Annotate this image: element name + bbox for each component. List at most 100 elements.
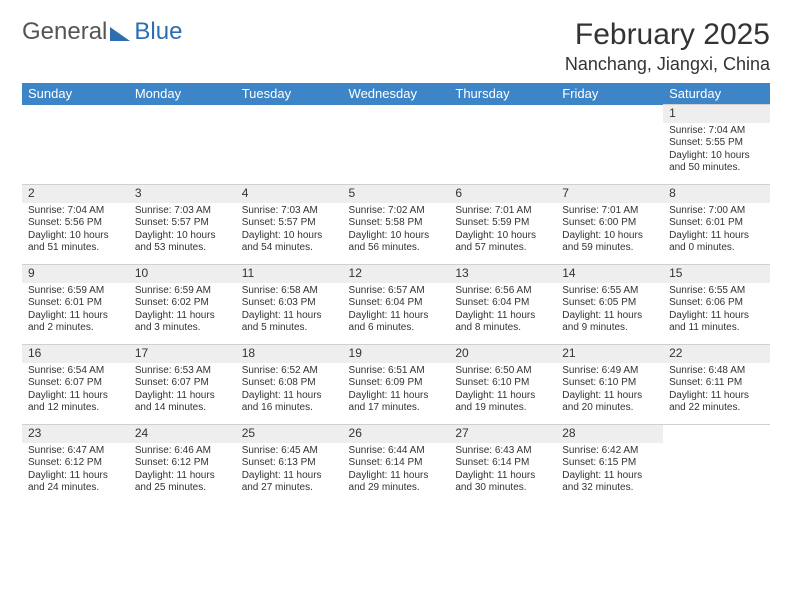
sunrise-text: Sunrise: 6:58 AM [242,285,337,298]
sunset-text: Sunset: 6:05 PM [562,297,657,310]
daylight-text: Daylight: 11 hours and 16 minutes. [242,390,337,415]
daylight-text: Daylight: 11 hours and 30 minutes. [455,470,550,495]
sunset-text: Sunset: 6:08 PM [242,377,337,390]
sunset-text: Sunset: 6:07 PM [135,377,230,390]
sunrise-text: Sunrise: 6:59 AM [28,285,123,298]
sunset-text: Sunset: 6:15 PM [562,457,657,470]
sunrise-text: Sunrise: 7:02 AM [349,205,444,218]
sunset-text: Sunset: 6:03 PM [242,297,337,310]
day-content-cell: Sunrise: 6:51 AMSunset: 6:09 PMDaylight:… [343,363,450,425]
day-number-cell [129,105,236,123]
daylight-text: Daylight: 11 hours and 27 minutes. [242,470,337,495]
daylight-text: Daylight: 11 hours and 14 minutes. [135,390,230,415]
sunrise-text: Sunrise: 6:55 AM [669,285,764,298]
title-month: February 2025 [565,18,770,52]
sunrise-text: Sunrise: 6:51 AM [349,365,444,378]
day-number-cell [663,425,770,443]
day-number-cell: 13 [449,265,556,283]
day-number-cell: 19 [343,345,450,363]
day-number-cell: 24 [129,425,236,443]
daynum-row: 9101112131415 [22,265,770,283]
sunset-text: Sunset: 6:10 PM [562,377,657,390]
logo-text-1: General [22,18,107,46]
weekday-header: Tuesday [236,83,343,105]
day-number-cell: 9 [22,265,129,283]
weekday-header: Friday [556,83,663,105]
sunrise-text: Sunrise: 7:01 AM [455,205,550,218]
daynum-row: 16171819202122 [22,345,770,363]
day-number-cell [556,105,663,123]
day-content-cell: Sunrise: 6:44 AMSunset: 6:14 PMDaylight:… [343,443,450,505]
calendar-table: Sunday Monday Tuesday Wednesday Thursday… [22,83,770,505]
daylight-text: Daylight: 10 hours and 53 minutes. [135,230,230,255]
weekday-header: Saturday [663,83,770,105]
logo-text-2: Blue [134,18,182,46]
content-row: Sunrise: 6:47 AMSunset: 6:12 PMDaylight:… [22,443,770,505]
day-number-cell: 1 [663,105,770,123]
sunset-text: Sunset: 5:56 PM [28,217,123,230]
sunset-text: Sunset: 6:14 PM [455,457,550,470]
day-content-cell: Sunrise: 6:57 AMSunset: 6:04 PMDaylight:… [343,283,450,345]
day-content-cell [449,123,556,185]
sunrise-text: Sunrise: 6:53 AM [135,365,230,378]
day-content-cell [236,123,343,185]
calendar-body: 1Sunrise: 7:04 AMSunset: 5:55 PMDaylight… [22,105,770,505]
calendar-page: General Blue February 2025 Nanchang, Jia… [0,0,792,515]
sunrise-text: Sunrise: 6:56 AM [455,285,550,298]
day-content-cell: Sunrise: 7:02 AMSunset: 5:58 PMDaylight:… [343,203,450,265]
sunset-text: Sunset: 6:12 PM [28,457,123,470]
weekday-header: Monday [129,83,236,105]
day-content-cell: Sunrise: 7:00 AMSunset: 6:01 PMDaylight:… [663,203,770,265]
daynum-row: 2345678 [22,185,770,203]
daylight-text: Daylight: 11 hours and 11 minutes. [669,310,764,335]
daylight-text: Daylight: 11 hours and 22 minutes. [669,390,764,415]
sunset-text: Sunset: 6:14 PM [349,457,444,470]
day-content-cell: Sunrise: 6:56 AMSunset: 6:04 PMDaylight:… [449,283,556,345]
day-content-cell [129,123,236,185]
sunrise-text: Sunrise: 7:04 AM [28,205,123,218]
day-number-cell: 14 [556,265,663,283]
daylight-text: Daylight: 11 hours and 24 minutes. [28,470,123,495]
day-number-cell: 8 [663,185,770,203]
daylight-text: Daylight: 10 hours and 59 minutes. [562,230,657,255]
daylight-text: Daylight: 11 hours and 6 minutes. [349,310,444,335]
sunrise-text: Sunrise: 7:00 AM [669,205,764,218]
day-content-cell: Sunrise: 6:59 AMSunset: 6:01 PMDaylight:… [22,283,129,345]
daynum-row: 232425262728 [22,425,770,443]
day-number-cell [449,105,556,123]
sunset-text: Sunset: 6:13 PM [242,457,337,470]
sunrise-text: Sunrise: 6:59 AM [135,285,230,298]
day-content-cell: Sunrise: 6:42 AMSunset: 6:15 PMDaylight:… [556,443,663,505]
sunrise-text: Sunrise: 6:45 AM [242,445,337,458]
day-number-cell: 17 [129,345,236,363]
daylight-text: Daylight: 11 hours and 20 minutes. [562,390,657,415]
weekday-header: Thursday [449,83,556,105]
sunrise-text: Sunrise: 7:03 AM [135,205,230,218]
sunset-text: Sunset: 6:06 PM [669,297,764,310]
sunrise-text: Sunrise: 7:01 AM [562,205,657,218]
sunset-text: Sunset: 6:01 PM [669,217,764,230]
day-number-cell: 3 [129,185,236,203]
day-number-cell: 18 [236,345,343,363]
day-content-cell: Sunrise: 6:55 AMSunset: 6:05 PMDaylight:… [556,283,663,345]
weekday-header-row: Sunday Monday Tuesday Wednesday Thursday… [22,83,770,105]
day-content-cell: Sunrise: 7:04 AMSunset: 5:56 PMDaylight:… [22,203,129,265]
sunset-text: Sunset: 6:04 PM [349,297,444,310]
header: General Blue February 2025 Nanchang, Jia… [22,18,770,75]
day-content-cell: Sunrise: 7:03 AMSunset: 5:57 PMDaylight:… [236,203,343,265]
day-content-cell: Sunrise: 6:58 AMSunset: 6:03 PMDaylight:… [236,283,343,345]
sunrise-text: Sunrise: 6:44 AM [349,445,444,458]
sunrise-text: Sunrise: 6:42 AM [562,445,657,458]
sunset-text: Sunset: 6:12 PM [135,457,230,470]
daylight-text: Daylight: 11 hours and 17 minutes. [349,390,444,415]
sunset-text: Sunset: 5:58 PM [349,217,444,230]
daylight-text: Daylight: 10 hours and 50 minutes. [669,150,764,175]
sunrise-text: Sunrise: 6:48 AM [669,365,764,378]
day-number-cell: 16 [22,345,129,363]
sunset-text: Sunset: 5:57 PM [135,217,230,230]
daylight-text: Daylight: 11 hours and 2 minutes. [28,310,123,335]
content-row: Sunrise: 6:59 AMSunset: 6:01 PMDaylight:… [22,283,770,345]
daylight-text: Daylight: 11 hours and 19 minutes. [455,390,550,415]
day-content-cell: Sunrise: 6:53 AMSunset: 6:07 PMDaylight:… [129,363,236,425]
sunrise-text: Sunrise: 6:43 AM [455,445,550,458]
